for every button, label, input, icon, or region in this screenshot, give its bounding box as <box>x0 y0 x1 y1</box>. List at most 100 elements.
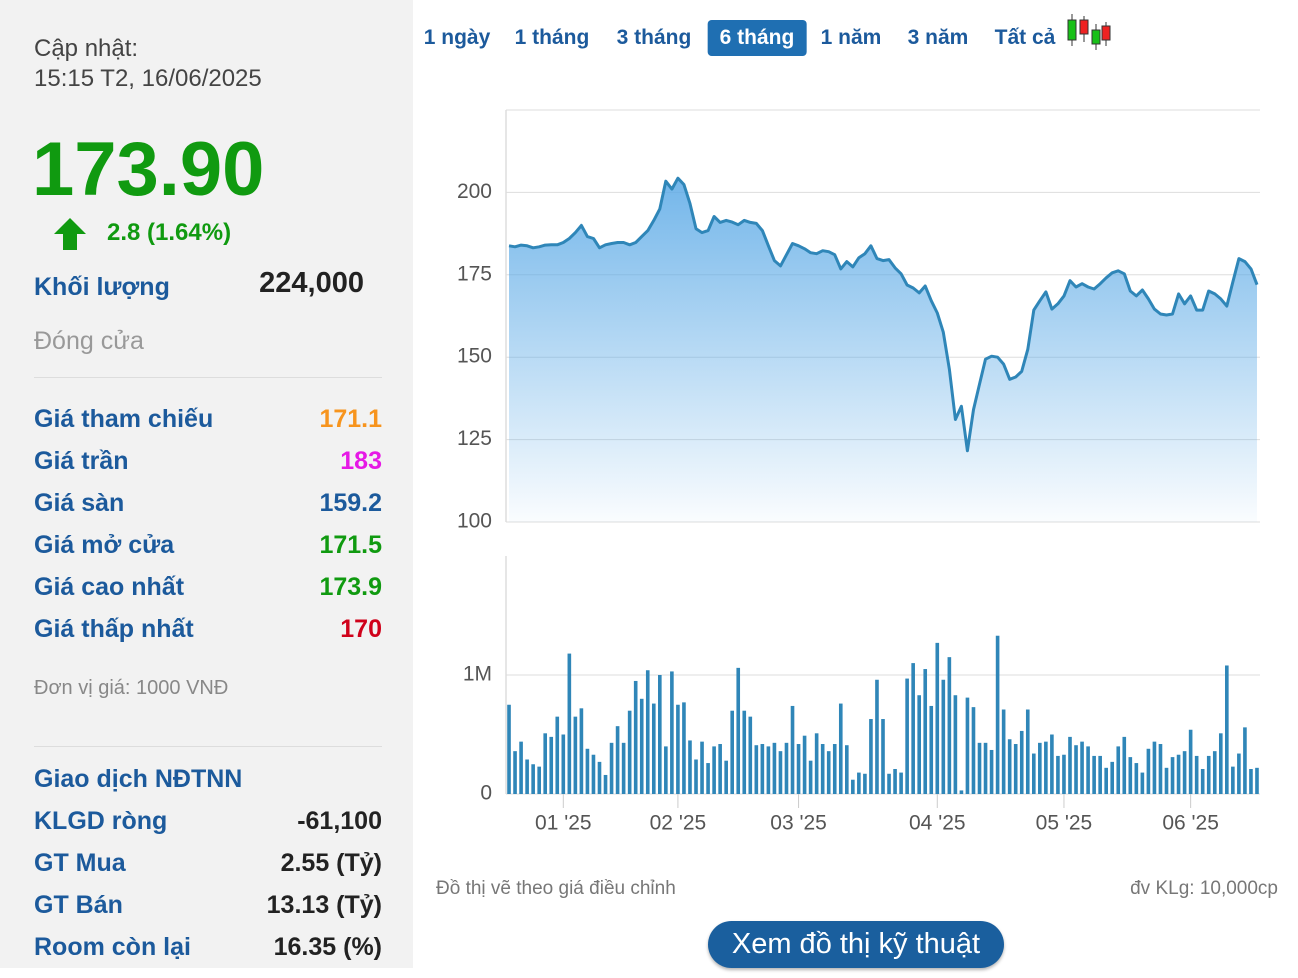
volume-bar <box>826 751 831 794</box>
x-tick-label: 05 '25 <box>1036 812 1093 835</box>
volume-bar <box>1134 763 1139 794</box>
range-tab[interactable]: 3 tháng <box>616 26 692 49</box>
volume-bar <box>561 734 566 794</box>
volume-bar <box>1255 767 1259 794</box>
volume-bar <box>1044 741 1048 794</box>
volume-bar <box>917 695 922 794</box>
volume-bar <box>543 733 548 794</box>
y-tick-label: 100 <box>457 510 492 533</box>
technical-chart-button[interactable]: Xem đồ thị kỹ thuật <box>708 921 1004 968</box>
volume-bar <box>1110 761 1115 794</box>
y-tick-label: 200 <box>457 180 492 203</box>
status: Đóng cửa <box>34 327 144 355</box>
stat-value: 171.1 <box>319 405 382 433</box>
volume-bar <box>573 716 578 794</box>
volume-bar <box>694 759 698 794</box>
foreign-value: 13.13 (Tỷ) <box>266 891 382 919</box>
volume-bar <box>1092 755 1096 794</box>
volume-bar <box>1176 754 1181 794</box>
stat-label: Giá trần <box>34 447 129 475</box>
volume-bar <box>1038 742 1042 794</box>
volume-bar <box>899 772 903 794</box>
volume-bar <box>609 742 614 794</box>
volume-bar <box>881 719 885 794</box>
volume-bar <box>1128 757 1133 794</box>
volume-bar <box>688 740 692 794</box>
volume-bar <box>579 708 584 794</box>
volume-bar <box>700 741 704 794</box>
volume-bar <box>1243 727 1247 794</box>
volume-bar <box>941 679 946 794</box>
volume-bar <box>736 667 741 794</box>
updated-label: Cập nhật: <box>34 35 139 62</box>
volume-bar <box>670 671 674 794</box>
volume-bar <box>567 653 572 794</box>
volume-bar <box>1025 709 1030 794</box>
range-tab[interactable]: Tất cả <box>994 26 1056 49</box>
volume-bar <box>549 736 554 794</box>
volume-bar <box>682 702 686 794</box>
stat-value: 171.5 <box>319 531 382 559</box>
volume-bar <box>1068 736 1072 794</box>
volume-bar <box>911 663 915 794</box>
volume-bar <box>651 703 656 794</box>
volume-bar <box>1206 755 1211 794</box>
volume-bar <box>1146 748 1151 794</box>
volume-bar <box>1231 766 1235 794</box>
volume-bar <box>1001 709 1006 794</box>
volume-bar <box>1194 755 1199 794</box>
volume-bar <box>760 744 765 794</box>
volume-bar <box>742 710 747 794</box>
volume-bar <box>778 751 783 794</box>
volume-bar <box>615 726 620 794</box>
sidebar: Cập nhật: 15:15 T2, 16/06/2025 173.90 2.… <box>0 0 413 968</box>
candle-icon[interactable] <box>1064 12 1112 52</box>
volume-bar <box>863 773 867 794</box>
foreign-title: Giao dịch NĐTNN <box>34 765 243 793</box>
range-tab[interactable]: 3 năm <box>907 26 969 49</box>
volume-bar <box>857 772 861 794</box>
range-tab[interactable]: 1 ngày <box>423 26 491 49</box>
volume-bar <box>959 790 964 794</box>
stat-value: 170 <box>340 615 382 643</box>
volume-bar <box>676 704 680 794</box>
y-tick-label: 175 <box>457 262 492 285</box>
volume-bar <box>784 742 789 794</box>
foreign-label: Room còn lại <box>34 933 191 961</box>
volume-bar <box>1164 767 1169 794</box>
stat-label: Giá tham chiếu <box>34 405 214 433</box>
volume-bar <box>531 764 535 794</box>
volume-bar <box>905 678 909 794</box>
stat-label: Giá sàn <box>34 489 125 517</box>
volume-bar <box>869 719 873 794</box>
price-line <box>508 176 1259 453</box>
volume-bar <box>893 769 897 794</box>
volume-bar <box>1237 753 1241 794</box>
volume-bar <box>1122 736 1127 794</box>
volume-label: Khối lượng <box>34 273 170 301</box>
stat-label: Giá mở cửa <box>34 531 175 559</box>
volume-bar <box>1062 754 1066 794</box>
y-tick-label: 0 <box>480 782 492 805</box>
volume-bar <box>724 760 728 794</box>
volume-bar <box>1104 767 1108 794</box>
volume-bar <box>1019 730 1024 794</box>
range-tab[interactable]: 1 tháng <box>514 26 590 49</box>
volume-bar <box>989 749 994 794</box>
volume-bar <box>935 642 940 794</box>
volume-bar <box>645 670 650 794</box>
volume-bar <box>995 635 1000 794</box>
volume-bar <box>555 716 560 794</box>
volume-bar <box>820 744 825 794</box>
range-tab[interactable]: 1 năm <box>820 26 882 49</box>
range-tab[interactable]: 6 tháng <box>707 20 807 56</box>
volume-bar <box>633 680 638 794</box>
volume-bar <box>766 746 771 794</box>
y-tick-label: 150 <box>457 345 492 368</box>
volume-bar <box>730 710 735 794</box>
volume-bar <box>1056 755 1060 794</box>
foreign-value: 2.55 (Tỷ) <box>280 849 382 877</box>
volume-bar <box>1140 772 1145 794</box>
stat-value: 183 <box>340 447 382 475</box>
volume-bar <box>832 744 837 794</box>
